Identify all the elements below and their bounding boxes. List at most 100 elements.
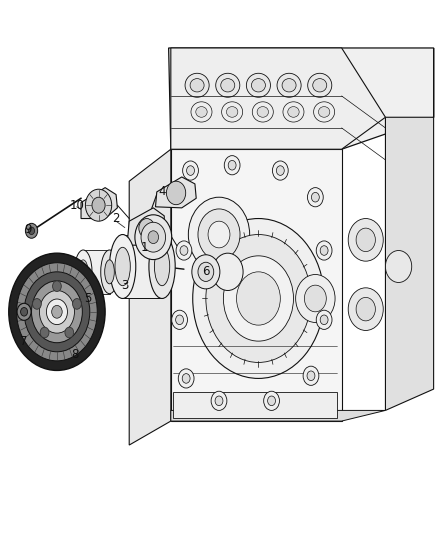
Circle shape	[198, 209, 240, 260]
Ellipse shape	[307, 74, 332, 98]
Text: 4: 4	[158, 185, 166, 198]
Ellipse shape	[314, 102, 335, 122]
Circle shape	[385, 251, 412, 282]
Circle shape	[17, 263, 97, 361]
Ellipse shape	[246, 74, 270, 98]
Circle shape	[188, 197, 250, 272]
Ellipse shape	[226, 107, 238, 117]
Ellipse shape	[251, 78, 265, 92]
Circle shape	[272, 161, 288, 180]
Circle shape	[182, 374, 190, 383]
Polygon shape	[81, 188, 117, 219]
Ellipse shape	[277, 74, 301, 98]
Circle shape	[183, 161, 198, 180]
Circle shape	[320, 315, 328, 325]
Ellipse shape	[196, 107, 207, 117]
Circle shape	[148, 231, 159, 244]
Ellipse shape	[78, 260, 88, 284]
Circle shape	[176, 241, 192, 260]
Circle shape	[303, 366, 319, 385]
Circle shape	[223, 256, 293, 341]
Circle shape	[237, 272, 280, 325]
Circle shape	[208, 221, 230, 248]
Polygon shape	[155, 177, 196, 208]
Ellipse shape	[313, 78, 327, 92]
Ellipse shape	[222, 102, 243, 122]
Text: 10: 10	[69, 199, 84, 212]
Ellipse shape	[101, 250, 118, 294]
Circle shape	[198, 262, 214, 281]
Ellipse shape	[105, 260, 114, 284]
Circle shape	[39, 290, 74, 333]
Circle shape	[85, 189, 112, 221]
Text: 1: 1	[141, 241, 148, 254]
Ellipse shape	[154, 247, 170, 286]
Circle shape	[348, 219, 383, 261]
Circle shape	[28, 227, 35, 235]
Circle shape	[178, 369, 194, 388]
Circle shape	[40, 327, 49, 338]
Polygon shape	[169, 48, 434, 149]
Circle shape	[356, 228, 375, 252]
Circle shape	[166, 181, 186, 205]
Circle shape	[296, 274, 335, 322]
Ellipse shape	[288, 107, 299, 117]
Circle shape	[53, 281, 61, 292]
Circle shape	[25, 223, 38, 238]
Circle shape	[264, 391, 279, 410]
Text: 8: 8	[71, 348, 78, 361]
Text: 2: 2	[112, 212, 120, 225]
Circle shape	[139, 219, 155, 238]
Circle shape	[211, 391, 227, 410]
Circle shape	[141, 222, 166, 252]
Circle shape	[180, 246, 188, 255]
Circle shape	[24, 272, 90, 352]
Circle shape	[215, 396, 223, 406]
Circle shape	[135, 215, 172, 260]
Circle shape	[187, 166, 194, 175]
Polygon shape	[123, 235, 162, 298]
Circle shape	[17, 303, 31, 320]
Ellipse shape	[221, 78, 235, 92]
Circle shape	[316, 241, 332, 260]
Ellipse shape	[115, 247, 131, 286]
Circle shape	[320, 246, 328, 255]
Polygon shape	[171, 48, 385, 149]
Text: 5: 5	[84, 292, 91, 305]
Circle shape	[193, 219, 324, 378]
Ellipse shape	[190, 78, 204, 92]
Circle shape	[276, 166, 284, 175]
Circle shape	[268, 396, 276, 406]
Circle shape	[21, 308, 28, 316]
Ellipse shape	[216, 74, 240, 98]
Text: 6: 6	[202, 265, 210, 278]
Circle shape	[316, 310, 332, 329]
Ellipse shape	[191, 102, 212, 122]
Circle shape	[206, 235, 311, 362]
Circle shape	[65, 327, 74, 338]
Polygon shape	[385, 48, 434, 410]
Ellipse shape	[257, 107, 268, 117]
Text: 9: 9	[25, 223, 32, 236]
Circle shape	[9, 253, 105, 370]
Circle shape	[52, 305, 62, 318]
Circle shape	[304, 285, 326, 312]
Circle shape	[228, 160, 236, 170]
Text: 3: 3	[121, 279, 128, 292]
Ellipse shape	[149, 235, 175, 298]
Circle shape	[356, 297, 375, 321]
Circle shape	[307, 371, 315, 381]
Ellipse shape	[318, 107, 330, 117]
Ellipse shape	[252, 102, 273, 122]
Polygon shape	[171, 149, 342, 421]
Polygon shape	[173, 392, 337, 418]
Polygon shape	[127, 208, 164, 245]
Ellipse shape	[282, 78, 296, 92]
Circle shape	[172, 310, 187, 329]
Text: 7: 7	[20, 335, 28, 348]
Circle shape	[176, 315, 184, 325]
Circle shape	[32, 281, 82, 343]
Circle shape	[224, 156, 240, 175]
Circle shape	[92, 197, 105, 213]
Circle shape	[307, 188, 323, 207]
